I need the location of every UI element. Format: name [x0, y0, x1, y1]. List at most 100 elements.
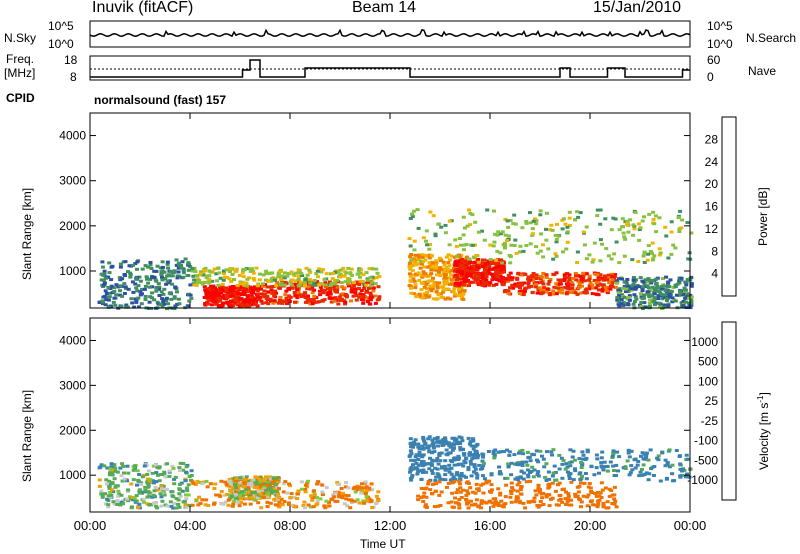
velocity-cell	[576, 490, 581, 494]
power-cell	[590, 292, 595, 296]
velocity-cell	[204, 479, 209, 483]
power-cell	[646, 252, 650, 256]
velocity-cell	[285, 491, 290, 495]
power-cell	[280, 274, 285, 278]
velocity-cell	[343, 493, 348, 497]
velocity-cell	[568, 464, 573, 468]
velocity-cell	[178, 461, 183, 465]
velocity-cell	[568, 472, 573, 476]
power-cell	[445, 296, 450, 300]
power-cell	[553, 233, 558, 237]
velocity-cell	[577, 497, 581, 501]
power-cell	[533, 285, 538, 289]
velocity-cell	[240, 490, 245, 494]
power-cell	[482, 266, 487, 270]
velocity-cell	[121, 502, 125, 506]
velocity-cell	[251, 478, 256, 482]
velocity-cell	[560, 462, 565, 466]
power-cell	[604, 247, 609, 251]
power-cell	[331, 272, 335, 275]
velocity-cell	[242, 497, 246, 501]
velocity-cell	[136, 505, 141, 509]
power-cell	[425, 243, 430, 247]
power-cell	[165, 279, 170, 283]
x-tick-label: 08:00	[274, 518, 307, 533]
velocity-cell	[518, 475, 523, 479]
power-cell	[317, 267, 322, 271]
power-cell	[426, 279, 431, 283]
power-cell	[143, 264, 148, 268]
velocity-cell	[111, 500, 116, 504]
velocity-cell	[504, 483, 509, 487]
velocity-cell	[521, 501, 526, 505]
velocity-cell	[147, 480, 152, 484]
velocity-cell	[467, 453, 472, 457]
velocity-cell	[509, 489, 513, 493]
velocity-cell	[449, 500, 454, 504]
velocity-cell	[586, 485, 591, 489]
velocity-cell	[446, 501, 451, 505]
power-cell	[221, 278, 226, 282]
velocity-cell	[553, 489, 558, 493]
power-cell	[641, 254, 646, 258]
power-cell	[212, 292, 217, 296]
power-cell	[113, 303, 118, 307]
power-cell	[323, 281, 328, 285]
power-cell	[145, 277, 149, 281]
power-cell	[573, 272, 578, 275]
power-cell	[438, 267, 443, 271]
power-cell	[652, 299, 657, 303]
power-cell	[413, 286, 418, 290]
power-cell	[621, 286, 626, 290]
velocity-cell	[237, 504, 242, 508]
power-cell	[293, 294, 298, 298]
velocity-cell	[453, 496, 457, 500]
power-cell	[269, 288, 274, 292]
power-cell	[213, 290, 218, 294]
velocity-cell	[667, 465, 672, 469]
velocity-cell	[437, 475, 442, 479]
velocity-cell	[275, 503, 280, 507]
power-cell	[642, 293, 647, 297]
power-cell	[335, 288, 340, 292]
power-cell	[118, 262, 123, 266]
velocity-cell	[474, 482, 479, 486]
power-cell	[587, 276, 592, 280]
velocity-cell	[453, 477, 458, 481]
power-cell	[373, 301, 378, 305]
power-cell	[266, 279, 271, 283]
velocity-cell	[170, 464, 175, 468]
velocity-cell	[177, 483, 182, 486]
power-cell	[626, 302, 631, 306]
power-cell	[530, 227, 535, 231]
power-cell	[469, 267, 474, 271]
power-cell	[446, 261, 451, 265]
power-cell	[428, 243, 432, 247]
power-cell	[285, 302, 290, 306]
power-cell	[410, 212, 415, 216]
power-cell	[359, 268, 363, 272]
power-cell	[417, 279, 422, 282]
velocity-cell	[655, 456, 660, 460]
power-cell	[518, 244, 523, 248]
power-cell	[621, 225, 626, 229]
power-cell	[211, 286, 216, 290]
power-cell	[230, 294, 235, 298]
velocity-cell	[685, 457, 690, 461]
power-cell	[462, 261, 467, 265]
power-cell	[642, 301, 647, 305]
power-cell	[212, 299, 217, 303]
velocity-cell	[439, 451, 444, 455]
velocity-cell	[550, 481, 555, 485]
power-cell	[670, 296, 675, 300]
power-cell	[435, 273, 439, 277]
velocity-cell	[498, 450, 503, 454]
velocity-cell	[289, 492, 294, 496]
velocity-cell	[514, 498, 519, 502]
velocity-cell	[458, 446, 463, 450]
power-cell	[454, 254, 459, 258]
velocity-cell	[517, 480, 522, 484]
velocity-cell	[468, 440, 473, 444]
power-cell	[117, 276, 122, 280]
velocity-cell	[235, 489, 240, 493]
